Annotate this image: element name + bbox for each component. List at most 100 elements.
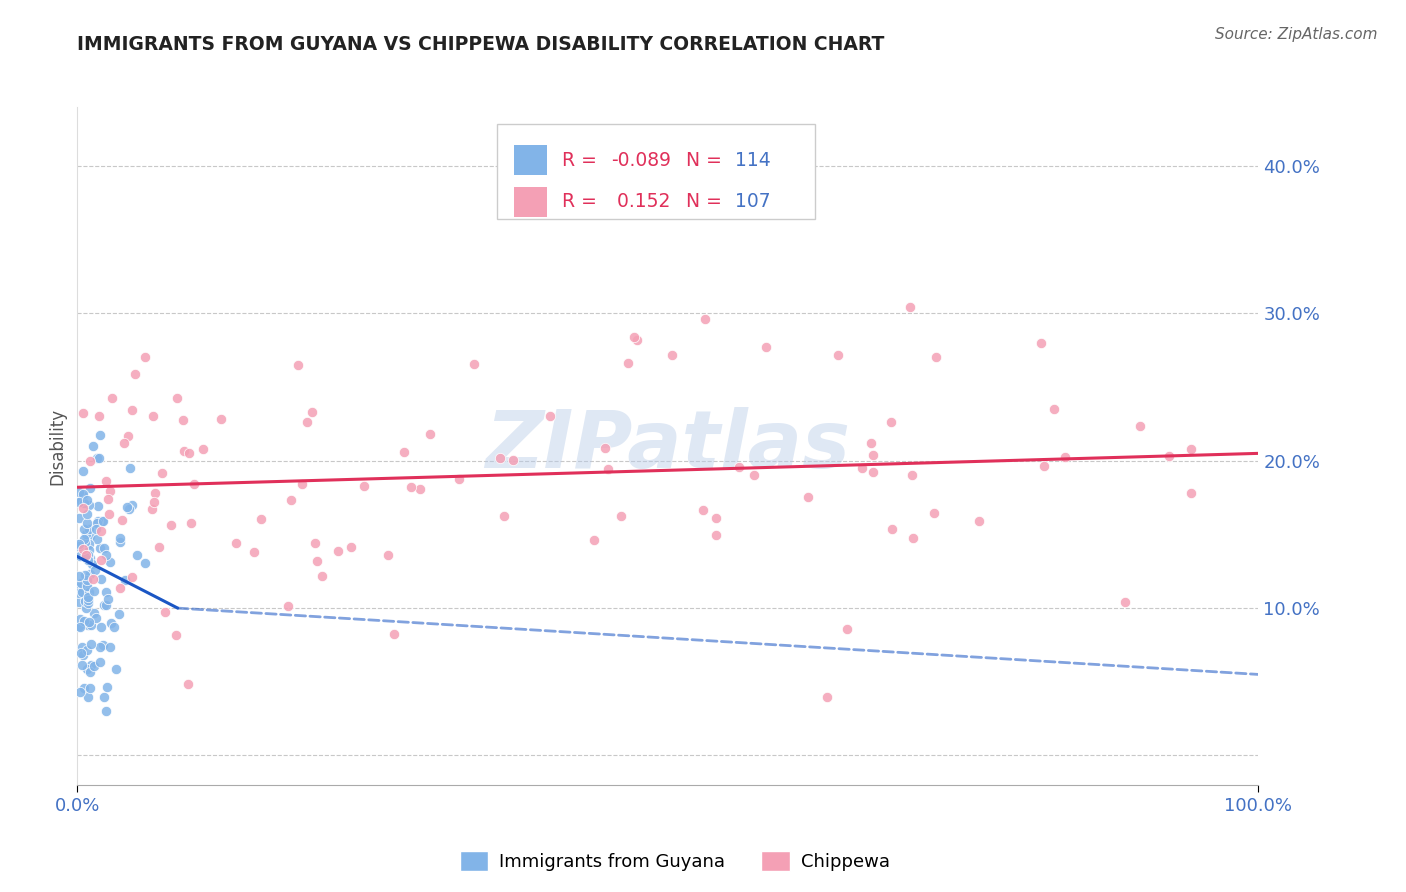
Point [75, 601, 97, 615]
Point [69, 684, 91, 698]
Point [79, 551, 101, 566]
Point [67, 568, 90, 582]
Point [72, 648, 94, 662]
Point [880, 522, 903, 536]
Point [463, 357, 485, 371]
Point [623, 329, 645, 343]
Point [796, 490, 818, 504]
Point [96, 598, 118, 612]
Point [859, 436, 882, 450]
Point [72, 406, 94, 420]
Point [827, 348, 849, 362]
Point [83, 606, 105, 620]
Point [538, 409, 561, 423]
Point [76, 574, 98, 588]
Text: N =: N = [686, 193, 727, 211]
Point [89, 640, 111, 654]
Point [72, 464, 94, 478]
Point [851, 460, 873, 475]
Point [143, 495, 166, 509]
Point [75, 579, 97, 593]
Point [108, 535, 131, 549]
Point [83, 584, 105, 599]
Point [80, 638, 103, 652]
Point [67, 485, 90, 500]
Legend: Immigrants from Guyana, Chippewa: Immigrants from Guyana, Chippewa [453, 844, 897, 879]
Text: 0.152: 0.152 [612, 193, 671, 211]
Point [90, 620, 112, 634]
Point [582, 533, 605, 547]
Point [96, 680, 118, 694]
Point [901, 531, 924, 545]
Point [118, 502, 141, 516]
Point [706, 527, 728, 541]
Point [447, 472, 470, 486]
Point [94, 584, 117, 599]
Point [73, 522, 96, 536]
Point [97, 492, 120, 507]
Point [120, 461, 142, 475]
Point [86, 516, 108, 530]
Text: -0.089: -0.089 [612, 151, 671, 169]
Point [67, 537, 90, 551]
Point [134, 350, 156, 364]
Point [76, 663, 98, 677]
Point [67, 580, 90, 594]
Point [160, 518, 183, 533]
Point [339, 540, 361, 554]
Point [73, 614, 96, 628]
Point [79, 566, 101, 581]
Point [70, 494, 93, 508]
Point [121, 402, 143, 417]
Point [304, 536, 326, 550]
Point [209, 411, 232, 425]
Point [277, 599, 299, 614]
Point [108, 531, 131, 545]
Point [73, 532, 96, 546]
Point [898, 300, 921, 314]
Text: Source: ZipAtlas.com: Source: ZipAtlas.com [1215, 27, 1378, 42]
Point [82, 572, 104, 586]
Point [97, 592, 120, 607]
Point [82, 440, 104, 454]
Point [70, 584, 93, 599]
Point [101, 392, 124, 406]
Point [84, 611, 107, 625]
Point [115, 500, 138, 514]
Point [69, 612, 91, 626]
Point [394, 445, 416, 459]
Point [143, 486, 166, 500]
Point [307, 554, 329, 568]
Point [79, 665, 101, 679]
Point [67, 586, 90, 600]
Point [79, 454, 101, 468]
Point [835, 623, 858, 637]
Point [142, 409, 165, 424]
Point [377, 549, 399, 563]
Point [502, 452, 524, 467]
Point [77, 596, 100, 610]
Point [295, 416, 318, 430]
Point [815, 690, 838, 704]
Point [67, 495, 90, 509]
Point [117, 429, 139, 443]
Point [610, 508, 633, 523]
Point [89, 428, 111, 442]
Text: ZIPatlas: ZIPatlas [485, 407, 851, 485]
Point [291, 477, 314, 491]
Point [384, 627, 406, 641]
Point [311, 569, 333, 583]
Point [617, 356, 640, 370]
Point [704, 511, 727, 525]
Point [77, 690, 100, 705]
Point [93, 599, 115, 613]
Point [70, 576, 93, 591]
Point [177, 446, 200, 460]
Point [287, 358, 309, 372]
Point [243, 545, 266, 559]
Point [69, 620, 91, 634]
Point [925, 351, 948, 365]
Point [1180, 486, 1202, 500]
Point [661, 348, 683, 362]
Point [862, 448, 884, 462]
